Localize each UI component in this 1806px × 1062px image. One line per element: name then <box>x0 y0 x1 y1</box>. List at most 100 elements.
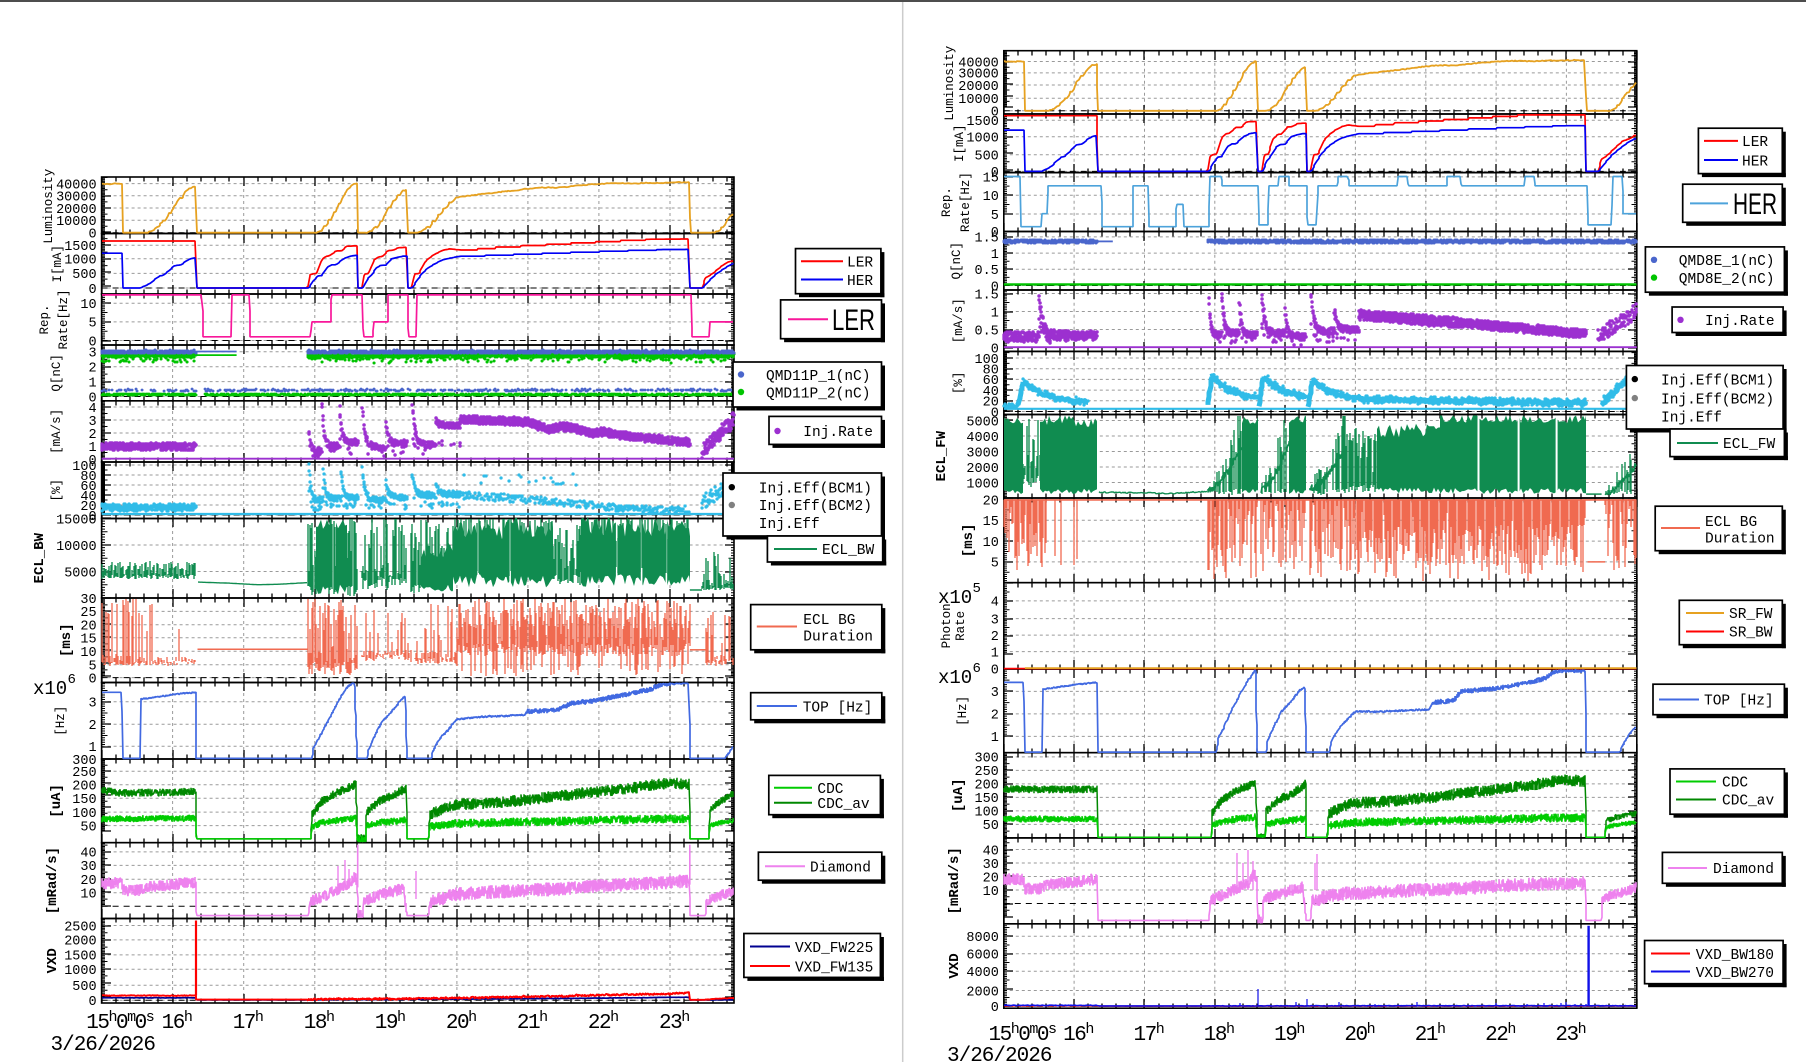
svg-text:1.5: 1.5 <box>974 288 998 303</box>
svg-text:Rate[Hz]: Rate[Hz] <box>57 289 71 349</box>
svg-text:1500: 1500 <box>64 950 96 965</box>
svg-text:x10: x10 <box>938 667 972 689</box>
svg-text:15: 15 <box>80 633 96 648</box>
svg-text:3: 3 <box>88 415 96 430</box>
svg-text:1000: 1000 <box>64 254 96 269</box>
svg-text:HER: HER <box>1742 154 1768 170</box>
svg-text:10: 10 <box>983 190 999 205</box>
svg-text:10000: 10000 <box>56 215 97 230</box>
svg-text:5000: 5000 <box>966 415 998 430</box>
svg-text:CDC: CDC <box>817 782 843 798</box>
svg-text:Rep.: Rep. <box>940 187 954 217</box>
svg-text:50: 50 <box>983 819 999 834</box>
svg-text:10: 10 <box>80 888 96 903</box>
svg-text:20: 20 <box>80 874 96 889</box>
svg-text:Inj.Eff(BCM2): Inj.Eff(BCM2) <box>1661 392 1774 408</box>
svg-text:Duration: Duration <box>1705 531 1775 547</box>
svg-text:500: 500 <box>72 268 96 283</box>
svg-text:150: 150 <box>974 792 998 807</box>
svg-text:0: 0 <box>88 672 96 687</box>
svg-text:3/26/2026: 3/26/2026 <box>947 1045 1052 1062</box>
svg-text:2500: 2500 <box>64 920 96 935</box>
svg-text:15000: 15000 <box>56 513 97 528</box>
svg-text:Rate: Rate <box>954 611 968 641</box>
svg-text:[%]: [%] <box>50 479 64 502</box>
svg-text:500: 500 <box>72 980 96 995</box>
svg-text:VXD_BW180: VXD_BW180 <box>1696 948 1774 964</box>
svg-text:Inj.Eff: Inj.Eff <box>759 517 820 533</box>
svg-text:ECL_FW: ECL_FW <box>1723 437 1776 453</box>
svg-text:100: 100 <box>72 807 96 822</box>
svg-text:5: 5 <box>973 581 981 597</box>
svg-text:QMD11P_2(nC): QMD11P_2(nC) <box>766 387 870 403</box>
svg-text:3: 3 <box>991 613 999 628</box>
svg-text:HER: HER <box>1733 188 1777 221</box>
svg-text:ECL_FW: ECL_FW <box>934 430 950 481</box>
svg-text:CDC: CDC <box>1722 776 1748 792</box>
svg-text:0: 0 <box>88 995 96 1010</box>
svg-text:60: 60 <box>80 480 96 495</box>
svg-text:Diamond: Diamond <box>810 861 871 877</box>
svg-text:15: 15 <box>983 172 999 187</box>
svg-text:40: 40 <box>983 385 999 400</box>
svg-text:2: 2 <box>88 428 96 443</box>
svg-text:0: 0 <box>991 106 999 121</box>
svg-text:0.5: 0.5 <box>974 264 998 279</box>
svg-text:LER: LER <box>1742 135 1768 151</box>
svg-text:25: 25 <box>80 606 96 621</box>
svg-text:200: 200 <box>72 780 96 795</box>
svg-text:200: 200 <box>974 779 998 794</box>
svg-text:1: 1 <box>991 731 999 746</box>
svg-text:[uA]: [uA] <box>951 778 967 812</box>
svg-text:Inj.Rate: Inj.Rate <box>1705 314 1775 330</box>
svg-text:[mA/s]: [mA/s] <box>952 298 966 343</box>
svg-text:1: 1 <box>88 441 96 456</box>
svg-text:VXD: VXD <box>45 948 61 973</box>
svg-text:8000: 8000 <box>966 931 998 946</box>
svg-text:1500: 1500 <box>64 240 96 255</box>
svg-text:20000: 20000 <box>958 80 999 95</box>
svg-text:Luminosity: Luminosity <box>943 45 957 121</box>
svg-text:4: 4 <box>991 596 999 611</box>
svg-text:5: 5 <box>991 557 999 572</box>
svg-text:[ms]: [ms] <box>59 623 75 657</box>
svg-text:6000: 6000 <box>966 949 998 964</box>
svg-text:1: 1 <box>88 741 96 756</box>
svg-text:0: 0 <box>991 663 999 678</box>
svg-text:0: 0 <box>991 342 999 357</box>
svg-text:250: 250 <box>72 766 96 781</box>
svg-text:1.5: 1.5 <box>974 232 998 247</box>
svg-text:2: 2 <box>88 719 96 734</box>
svg-text:1: 1 <box>88 376 96 391</box>
svg-text:40: 40 <box>80 847 96 862</box>
svg-text:2000: 2000 <box>966 985 998 1000</box>
svg-text:15: 15 <box>983 515 999 530</box>
svg-text:50: 50 <box>80 820 96 835</box>
svg-text:80: 80 <box>983 364 999 379</box>
svg-text:3: 3 <box>88 347 96 362</box>
svg-text:[mRad/s]: [mRad/s] <box>45 847 61 914</box>
svg-text:QMD11P_1(nC): QMD11P_1(nC) <box>766 369 870 385</box>
svg-text:Q[nC]: Q[nC] <box>50 354 64 392</box>
svg-text:0.5: 0.5 <box>974 324 998 339</box>
svg-text:[Hz]: [Hz] <box>956 696 970 726</box>
svg-text:2: 2 <box>991 630 999 645</box>
svg-text:0: 0 <box>991 280 999 295</box>
svg-text:40000: 40000 <box>958 56 999 71</box>
svg-text:0: 0 <box>991 226 999 241</box>
svg-text:Duration: Duration <box>803 630 873 646</box>
svg-text:1000: 1000 <box>966 477 998 492</box>
svg-text:0: 0 <box>88 283 96 298</box>
svg-text:VXD_BW270: VXD_BW270 <box>1696 966 1774 982</box>
svg-text:x10: x10 <box>33 678 67 700</box>
svg-text:ECL_BW: ECL_BW <box>32 532 48 583</box>
svg-text:[ms]: [ms] <box>961 524 977 558</box>
svg-text:Photon: Photon <box>940 603 954 648</box>
svg-text:3: 3 <box>88 697 96 712</box>
svg-text:300: 300 <box>974 752 998 767</box>
svg-text:30000: 30000 <box>56 191 97 206</box>
svg-text:Diamond: Diamond <box>1713 862 1774 878</box>
svg-text:ECL BG: ECL BG <box>803 613 855 629</box>
svg-text:[%]: [%] <box>952 372 966 395</box>
svg-text:ECL_BW: ECL_BW <box>822 543 875 559</box>
